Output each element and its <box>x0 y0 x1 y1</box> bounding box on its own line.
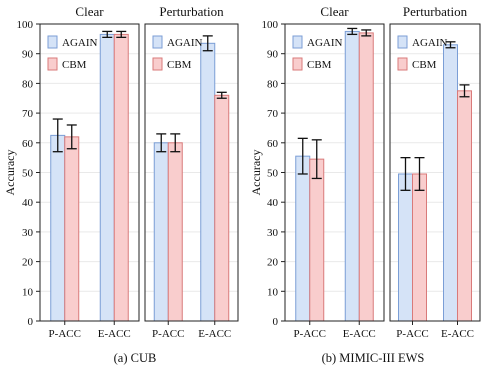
cub-y-tick-label: 60 <box>22 138 34 150</box>
mimic-panel-clear-frame <box>284 23 385 322</box>
cub-y-tick-label: 100 <box>17 19 34 31</box>
mimic-y-tick-label: 10 <box>267 286 279 298</box>
cub-y-tick-label: 0 <box>28 316 34 328</box>
cub-panel-clear-legend-swatch-again <box>47 35 58 49</box>
mimic-panel-perturbation-bar-cbm-e-acc <box>457 90 472 322</box>
cub-panel-perturbation-bar-cbm-p-acc <box>167 142 183 322</box>
cub-y-tick-label: 80 <box>22 78 34 90</box>
mimic-panel-perturbation-x-tick-label: P-ACC <box>396 328 428 340</box>
mimic-panel-perturbation-legend-swatch-again <box>397 35 408 49</box>
cub-panel-perturbation-legend-swatch-again <box>152 35 163 49</box>
mimic-panel-perturbation-x-tick-label: E-ACC <box>441 328 474 340</box>
mimic-y-tick-label: 80 <box>267 78 279 90</box>
mimic-y-tick-label: 70 <box>267 108 279 120</box>
cub-panel-clear-bar-cbm-e-acc <box>113 33 129 322</box>
mimic-panel-clear-bar-again-e-acc <box>344 30 360 322</box>
cub-panel-perturbation-x-tick-label: P-ACC <box>152 328 184 340</box>
mimic-panel-perturbation-bar-again-p-acc <box>398 173 413 322</box>
cub-panel-perturbation-bar-cbm-e-acc <box>214 94 230 322</box>
cub-y-tick-label: 50 <box>22 168 34 180</box>
mimic-panel-perturbation-frame <box>389 23 481 322</box>
mimic-panel-clear-bar-cbm-e-acc <box>358 32 374 322</box>
cub-caption: (a) CUB <box>114 351 157 365</box>
mimic-y-tick-label: 50 <box>267 168 279 180</box>
mimic-panel-clear-legend-swatch-cbm <box>292 57 303 71</box>
cub-panel-perturbation-frame <box>144 23 239 322</box>
cub-panel-clear-frame <box>39 23 140 322</box>
mimic-y-tick-label: 100 <box>262 19 279 31</box>
cub-y-tick-label: 40 <box>22 197 34 209</box>
mimic-panel-clear-x-tick-label: P-ACC <box>294 328 326 340</box>
mimic-panel-perturbation-legend-label-again: AGAIN <box>412 37 447 49</box>
cub-panel-clear-bar-again-p-acc <box>50 134 66 322</box>
mimic-y-tick-label: 40 <box>267 197 279 209</box>
mimic-panel-perturbation-bar-again-e-acc <box>443 44 458 322</box>
cub-panel-clear-title: Clear <box>75 4 104 19</box>
mimic-panel-clear-legend-label-again: AGAIN <box>307 37 342 49</box>
cub-panel-clear-x-tick-label: E-ACC <box>98 328 131 340</box>
cub-panel-clear-bar-cbm-p-acc <box>64 136 80 322</box>
mimic-y-tick-label: 20 <box>267 257 279 269</box>
mimic-y-tick-label: 90 <box>267 49 279 61</box>
mimic-caption: (b) MIMIC-III EWS <box>322 351 425 365</box>
mimic-panel-clear-bar-again-p-acc <box>295 155 311 322</box>
cub-y-tick-label: 90 <box>22 49 34 61</box>
mimic-panel-clear-title: Clear <box>320 4 349 19</box>
cub-panel-clear-legend-swatch-cbm <box>47 57 58 71</box>
cub-y-tick-label: 70 <box>22 108 34 120</box>
cub-y-tick-label: 20 <box>22 257 34 269</box>
mimic-panel-clear-legend-label-cbm: CBM <box>307 59 332 71</box>
mimic-y-axis-label: Accuracy <box>249 150 263 196</box>
cub-panel-perturbation-legend-label-again: AGAIN <box>167 37 202 49</box>
cub-panel-perturbation-title: Perturbation <box>159 4 224 19</box>
mimic-panel-clear-x-tick-label: E-ACC <box>343 328 376 340</box>
cub-panel-clear-bar-again-e-acc <box>99 33 115 322</box>
mimic-panel-perturbation-legend-label-cbm: CBM <box>412 59 437 71</box>
mimic-panel-perturbation-title: Perturbation <box>403 4 468 19</box>
cub-panel-perturbation-bar-again-e-acc <box>200 42 216 322</box>
cub-panel-perturbation-legend-swatch-cbm <box>152 57 163 71</box>
cub-panel-clear-legend-label-cbm: CBM <box>62 59 87 71</box>
cub-y-axis-label: Accuracy <box>3 150 17 196</box>
mimic-panel-clear-legend-swatch-again <box>292 35 303 49</box>
cub-panel-clear-legend-label-again: AGAIN <box>62 37 97 49</box>
cub-panel-clear-x-tick-label: P-ACC <box>49 328 81 340</box>
cub-panel-perturbation-x-tick-label: E-ACC <box>198 328 231 340</box>
mimic-panel-clear-bar-cbm-p-acc <box>309 158 325 322</box>
mimic-panel-perturbation-bar-cbm-p-acc <box>412 173 427 322</box>
mimic-y-tick-label: 0 <box>273 316 279 328</box>
mimic-y-tick-label: 60 <box>267 138 279 150</box>
cub-y-tick-label: 10 <box>22 286 34 298</box>
cub-y-tick-label: 30 <box>22 227 34 239</box>
mimic-y-tick-label: 30 <box>267 227 279 239</box>
cub-panel-perturbation-legend-label-cbm: CBM <box>167 59 192 71</box>
cub-panel-perturbation-bar-again-p-acc <box>153 142 169 322</box>
mimic-panel-perturbation-legend-swatch-cbm <box>397 57 408 71</box>
